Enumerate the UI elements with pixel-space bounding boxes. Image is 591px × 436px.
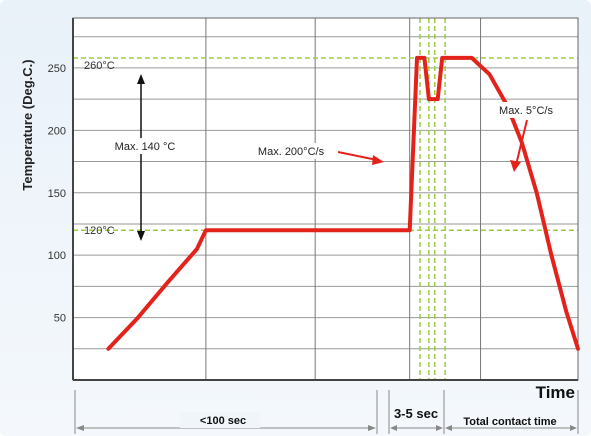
temperature-profile-line bbox=[106, 55, 580, 351]
range-label-bg bbox=[104, 138, 184, 154]
y-axis-label: Temperature (Deg.C.) bbox=[20, 59, 35, 190]
preheat-label-bg bbox=[180, 412, 260, 428]
y-tick-label: 100 bbox=[48, 250, 66, 262]
ramp-label-bg bbox=[246, 143, 336, 159]
plot-area bbox=[73, 18, 578, 380]
y-tick-labels: 50 100 150 200 250 bbox=[48, 63, 66, 325]
ref-label-120: 120°C bbox=[84, 225, 115, 237]
plot-border bbox=[72, 17, 579, 381]
preheat-duration-label: <100 sec bbox=[200, 415, 246, 427]
range-arrow bbox=[137, 74, 145, 241]
y-tick-label: 250 bbox=[48, 63, 66, 75]
cool-down-arrow bbox=[510, 119, 528, 172]
y-tick-label: 200 bbox=[48, 125, 66, 137]
cool-down-label: Max. 5°C/s bbox=[499, 105, 553, 117]
y-tick-label: 150 bbox=[48, 188, 66, 200]
bottom-dimensions bbox=[74, 390, 579, 434]
ramp-up-label: Max. 200°C/s bbox=[258, 146, 325, 158]
contact-time-label: Total contact time bbox=[463, 416, 556, 428]
ramp-up-arrow bbox=[337, 151, 384, 165]
dwell-duration-label: 3-5 sec bbox=[394, 406, 438, 421]
range-label: Max. 140 °C bbox=[115, 141, 176, 153]
ref-label-260: 260°C bbox=[84, 60, 115, 72]
y-tick-label: 50 bbox=[54, 313, 66, 325]
x-axis-label: Time bbox=[536, 383, 575, 402]
cool-label-bg bbox=[494, 102, 558, 118]
